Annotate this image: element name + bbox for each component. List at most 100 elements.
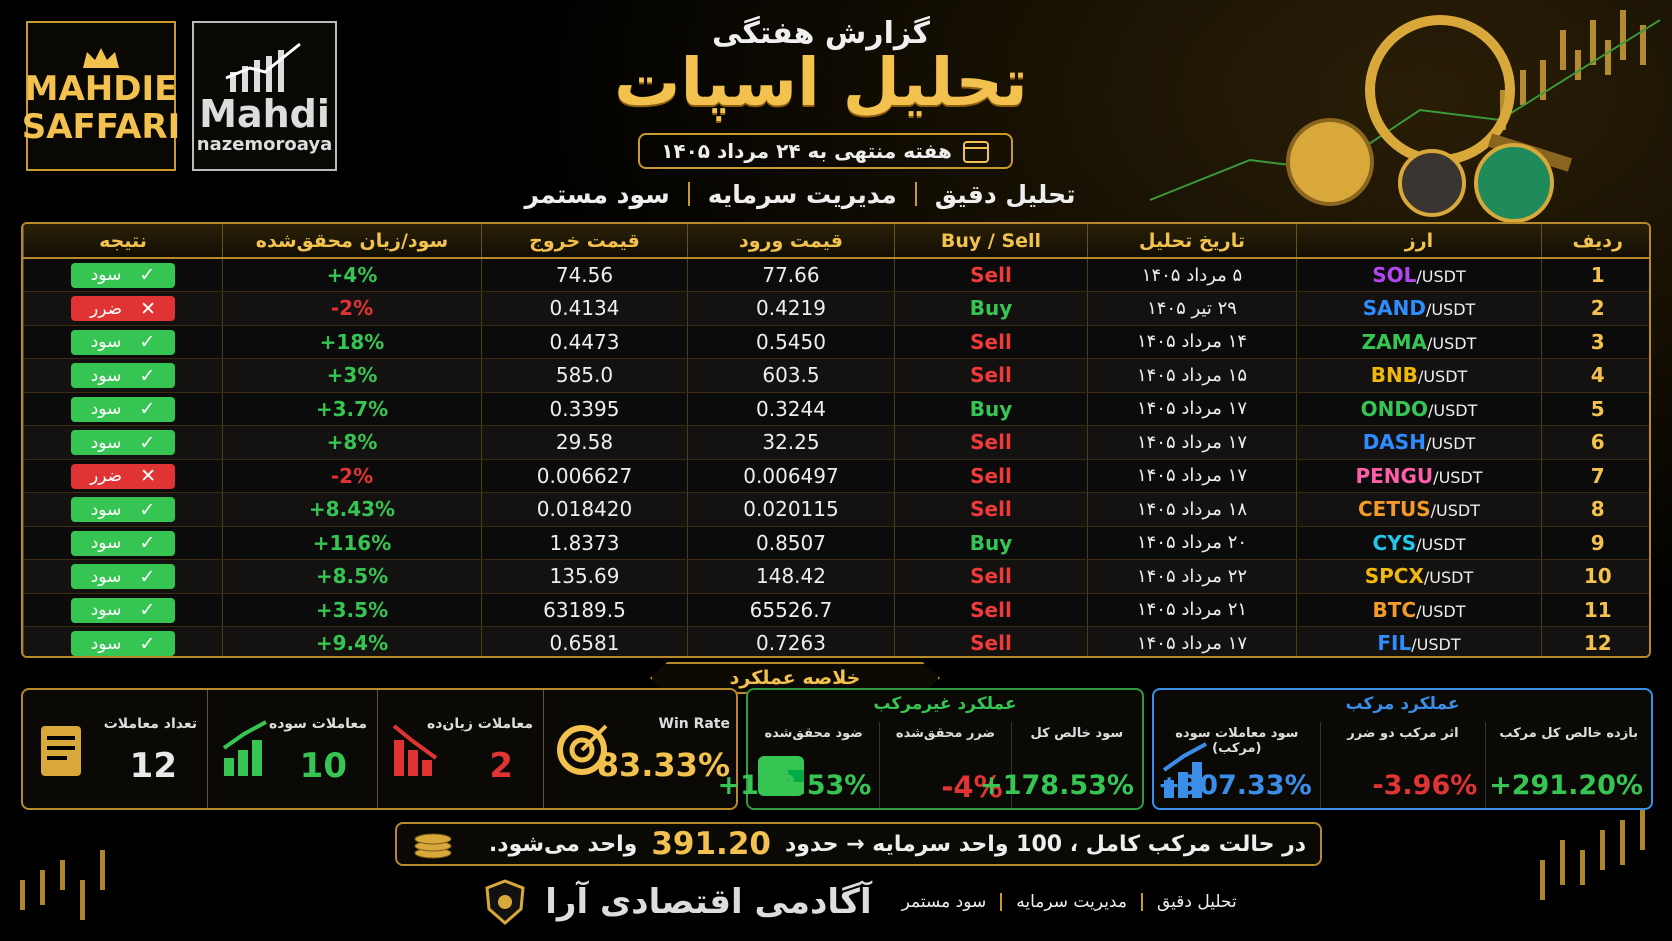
logo-sub: nazemoroaya [196,133,333,155]
date: ۱۷ مرداد ۱۴۰۵ [1087,626,1297,656]
exit: 0.018420 [536,497,633,522]
header-tag: تحلیل دقیق [934,179,1076,209]
logo-left: MAHDIE SAFFARI [22,21,180,171]
exit-cell: 135.69 [481,559,688,594]
row-id: 6 [1541,425,1649,460]
coin: ZAMA [1361,329,1427,354]
entry-cell: 0.5450 [687,325,895,359]
pnl-cell: +116% [222,526,482,560]
result-icon: ✓ [139,565,156,588]
logo-right: Mahdi nazemoroaya [192,21,337,171]
result-cell: ✓ سود [23,392,223,426]
pnl: -2% [330,463,374,488]
entry-cell: 0.3244 [687,392,895,426]
quote: /USDT [1416,601,1466,621]
panel-label: بازده خالص کل مرکب [1486,726,1651,741]
pair-cell: CYS/USDT [1296,526,1542,560]
panel-cell: سود معاملات سوده (مرکب) +307.33% [1154,722,1320,808]
exit-cell: 0.006627 [481,459,688,493]
footer-tag: تحلیل دقیق [1156,892,1237,912]
table-row: 7 PENGU/USDT ۱۷ مرداد ۱۴۰۵ Sell 0.006497 0.00… [23,459,1649,493]
exit: 0.4473 [549,329,620,354]
result-cell: ✓ سود [23,425,223,460]
pair-cell: BNB/USDT [1296,358,1542,393]
side: Sell [894,626,1088,656]
side: Sell [894,325,1088,359]
pair-cell: SPCX/USDT [1296,559,1542,594]
pair-cell: ZAMA/USDT [1296,325,1542,359]
row-id: 2 [1541,291,1649,326]
note-amount: 391.20 [651,826,771,862]
panel-value: -4% [941,770,1003,804]
exit: 0.006627 [536,463,633,488]
result-icon: ✓ [139,398,156,420]
date: ۱۷ مرداد ۱۴۰۵ [1087,392,1297,426]
brand: آگادمی اقتصادی آرا [545,882,872,922]
entry-cell: 603.5 [687,358,895,393]
pnl-cell: -2% [222,459,482,493]
result: سود [90,533,122,553]
trades-table: ردیف ارز تاریخ تحلیل Buy / Sell قیمت ورود قیم… [23,224,1649,656]
panel-value: +178.53% [980,770,1134,801]
entry-cell: 0.8507 [687,526,895,560]
row-id: 1 [1541,258,1649,292]
exit-cell: 1.8373 [481,526,688,560]
header-tag: مدیریت سرمایه [707,179,897,209]
pnl: +3.7% [315,396,389,421]
pnl-cell: +9.4% [222,626,482,656]
quote: /USDT [1423,568,1474,588]
pnl-cell: -2% [222,291,482,326]
result-icon: ✓ [139,331,156,353]
table-row: 3 ZAMA/USDT ۱۴ مرداد ۱۴۰۵ Sell 0.5450 0.4473 +… [23,325,1649,359]
pair-cell: ONDO/USDT [1296,392,1542,426]
calendar-icon [962,141,989,163]
entry-cell: 0.7263 [687,626,895,656]
exit: 585.0 [555,363,614,388]
header-row: ردیف ارز تاریخ تحلیل Buy / Sell قیمت ورود قیم… [23,224,1649,259]
side: Buy [894,291,1088,326]
pair: DASH/USDT [1363,430,1476,454]
result-icon: ✕ [140,465,156,487]
chart-icon [224,42,301,92]
pair: SAND/USDT [1363,296,1476,320]
table-body: 1 SOL/USDT ۵ مرداد ۱۴۰۵ Sell 77.66 74.56 +4% ✓ س… [23,258,1649,656]
side: Sell [894,492,1088,527]
result-icon: ✓ [139,532,156,554]
pnl: +9.4% [315,631,389,656]
simple-box: عملکرد غیرمرکب ضود محقق‌شده +182.53% ضرر مح… [717,688,1144,810]
panel-value: -3.96% [1372,770,1478,801]
result-cell: ✓ سود [23,325,223,359]
panel-value: +182.53% [717,770,872,801]
table-row: 12 FIL/USDT ۱۷ مرداد ۱۴۰۵ Sell 0.7263 0.6581 +… [23,626,1649,656]
result-pill: ✓ سود [71,329,175,355]
quote: /USDT [1427,400,1478,420]
result-cell: ✕ ضرر [23,291,223,326]
table-row: 6 DASH/USDT ۱۷ مرداد ۱۴۰۵ Sell 32.25 29.58 +8%… [23,425,1649,460]
title: تحلیل اسپات [614,44,1028,121]
up-icon [1162,742,1207,798]
pair: SPCX/USDT [1365,564,1474,588]
side: Sell [894,593,1088,627]
quote: /USDT [1430,501,1480,521]
side: Sell [894,559,1088,594]
pair: CYS/USDT [1373,531,1466,555]
panel-label-text: سود معاملات سوده [1175,726,1299,741]
note-bar: در حالت مرکب کامل ، 100 واحد سرمایه → حد… [395,822,1322,866]
pnl-cell: +18% [222,325,482,359]
exit: 74.56 [555,263,614,287]
date: هفته منتهی به ۲۴ مرداد ۱۴۰۵ [661,139,952,163]
result: سود [90,265,122,286]
date: ۱۷ مرداد ۱۴۰۵ [1087,459,1297,493]
footer-tags: تحلیل دقیق مدیریت سرمایه سود مستمر [902,892,1237,912]
row-id: 9 [1541,526,1649,560]
pnl: +116% [312,530,392,555]
logo-line: MAHDIE [24,69,178,109]
crown-icon [83,48,119,68]
date: ۲۰ مرداد ۱۴۰۵ [1087,526,1297,560]
pair: FIL/USDT [1377,631,1460,655]
panel-label-text: سود خالص کل [1030,726,1124,741]
coin: BTC [1372,597,1417,622]
result-cell: ✓ سود [23,258,223,292]
pnl: +8.43% [308,497,396,522]
